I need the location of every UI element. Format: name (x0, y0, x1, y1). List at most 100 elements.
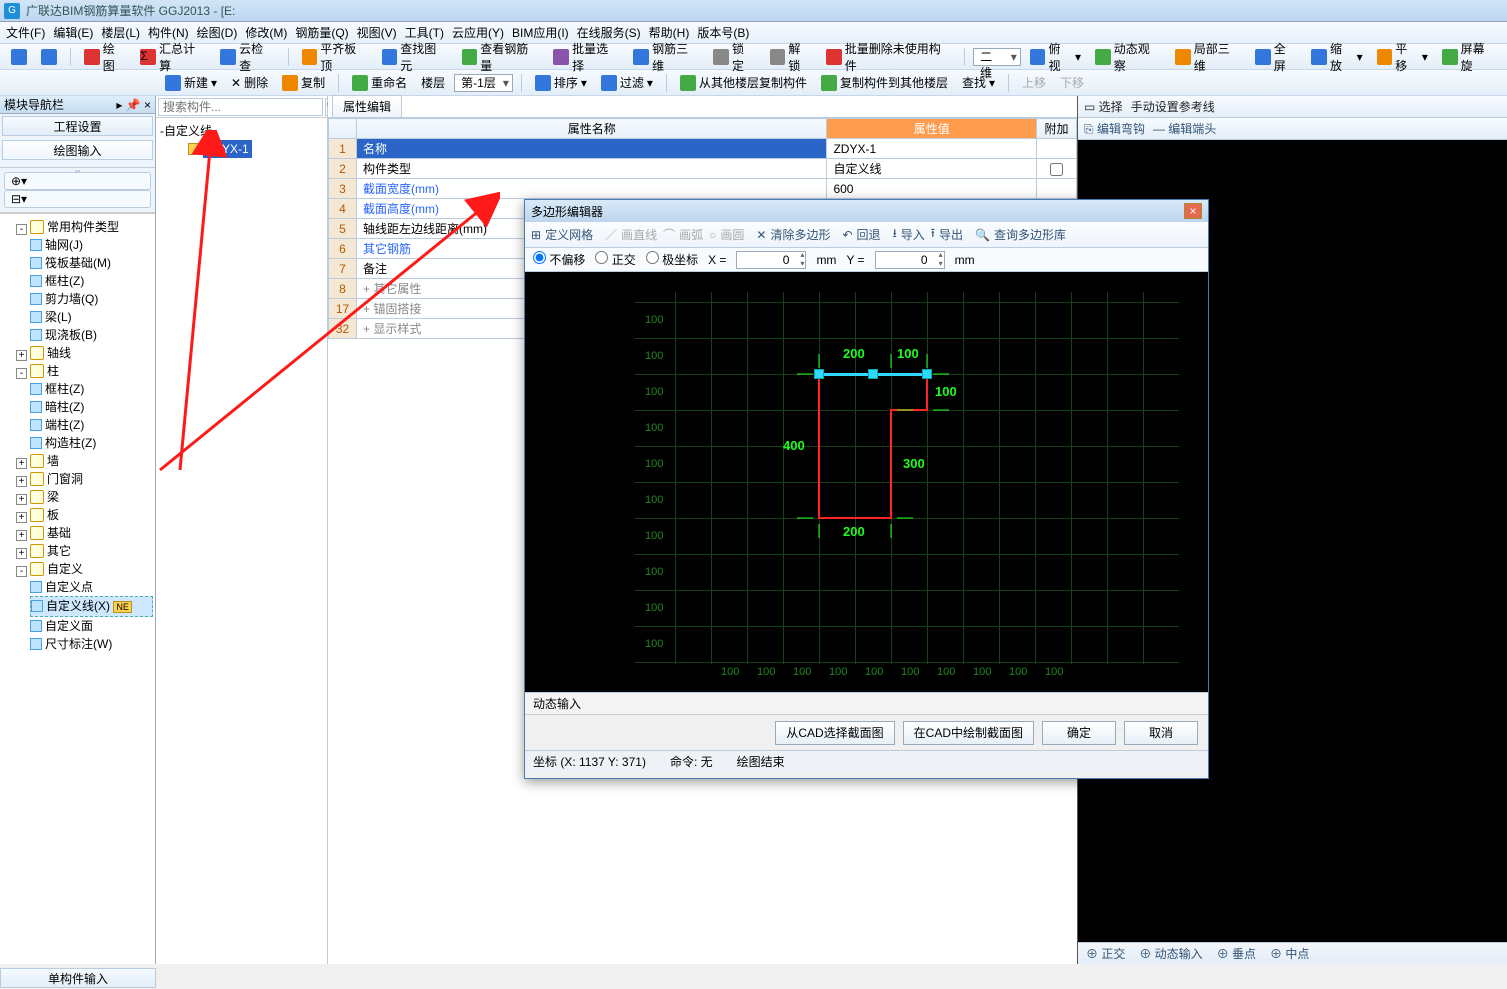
lock-button[interactable]: 锁定 (708, 38, 760, 76)
draw-button[interactable]: 绘图 (79, 38, 131, 76)
tree-item[interactable]: 自定义线(X) NE (30, 596, 153, 617)
property-row[interactable]: 1名称ZDYX-1 (329, 139, 1077, 159)
x-input[interactable] (736, 251, 806, 269)
manual-ref-button[interactable]: 手动设置参考线 (1131, 98, 1215, 115)
cancel-button[interactable]: 取消 (1124, 721, 1198, 745)
tree-wall[interactable]: 墙 (47, 454, 59, 468)
find-graphic-button[interactable]: 查找图元 (377, 38, 453, 76)
no-offset-radio[interactable]: 不偏移 (533, 251, 585, 268)
filter-button[interactable]: 过滤▾ (596, 72, 658, 93)
tree-common[interactable]: 常用构件类型 (47, 220, 119, 234)
dialog-canvas[interactable]: 1001001001001001001001001001001001001001… (525, 272, 1208, 692)
tree-item[interactable]: 筏板基础(M) (30, 254, 153, 272)
rename-button[interactable]: 重命名 (347, 72, 412, 93)
tree-other[interactable]: 其它 (47, 544, 71, 558)
tree-door[interactable]: 门窗洞 (47, 472, 83, 486)
new-button[interactable]: 新建▾ (160, 72, 222, 93)
move-down-button[interactable]: 下移 (1055, 72, 1089, 93)
status-item[interactable]: ⊕ 垂点 (1217, 945, 1256, 962)
sort-button[interactable]: 排序▾ (530, 72, 592, 93)
status-item[interactable]: ⊕ 中点 (1270, 945, 1309, 962)
rotate-button[interactable]: 屏幕旋 (1437, 38, 1501, 76)
tree-item[interactable]: 暗柱(Z) (30, 398, 153, 416)
export-button[interactable]: ⭱ 导出 (931, 224, 963, 245)
flat-slab-button[interactable]: 平齐板顶 (297, 38, 373, 76)
sum-button[interactable]: Σ汇总计算 (135, 38, 211, 76)
nav-tab-project[interactable]: 工程设置 (2, 116, 153, 136)
select-tool[interactable]: ▭ 选择 (1084, 98, 1123, 115)
nav-tree[interactable]: -常用构件类型 轴网(J)筏板基础(M)框柱(Z)剪力墙(Q)梁(L)现浇板(B… (0, 213, 155, 964)
rebar-3d-button[interactable]: 钢筋三维 (628, 38, 704, 76)
edit-end-button[interactable]: — 编辑端头 (1153, 120, 1216, 137)
tree-custom[interactable]: 自定义 (47, 562, 83, 576)
dialog-title-bar[interactable]: 多边形编辑器 × (525, 200, 1208, 222)
search-input[interactable] (158, 98, 323, 116)
local3d-button[interactable]: 局部三维 (1170, 38, 1246, 76)
zoom-button[interactable]: 缩放▾ (1306, 38, 1367, 76)
find-button[interactable]: 查找▾ (957, 72, 1000, 93)
ortho-radio[interactable]: 正交 (595, 251, 635, 268)
clear-polygon-button[interactable]: ✕ 清除多边形 (756, 226, 830, 243)
tree-beam[interactable]: 梁 (47, 490, 59, 504)
cloud-check-button[interactable]: 云检查 (215, 38, 279, 76)
delete-button[interactable]: ✕ 删除 (226, 72, 273, 93)
tree-item[interactable]: 框柱(Z) (30, 380, 153, 398)
bottom-tab-single[interactable]: 单构件输入 (0, 968, 156, 988)
tree-item[interactable]: 剪力墙(Q) (30, 290, 153, 308)
draw-arc-button[interactable]: ⌒ 画弧 (663, 226, 703, 243)
pin-icon[interactable]: ▸ 📌 × (116, 98, 151, 112)
delete-unused-button[interactable]: 批量删除未使用构件 (821, 38, 956, 76)
tree-expand-button[interactable]: ⊕▾ (4, 172, 151, 190)
comp-selected[interactable]: ZDYX-1 (203, 140, 252, 158)
draw-line-button[interactable]: ／ 画直线 (605, 226, 657, 243)
tree-axis[interactable]: 轴线 (47, 346, 71, 360)
component-tree[interactable]: -自定义线 ZDYX-1 (156, 118, 327, 964)
unlock-button[interactable]: 解锁 (765, 38, 817, 76)
pan-button[interactable]: 平移▾ (1372, 38, 1433, 76)
prop-tab[interactable]: 属性编辑 (332, 95, 402, 117)
tree-item[interactable]: 端柱(Z) (30, 416, 153, 434)
copy-button[interactable]: 复制 (277, 72, 330, 93)
tree-item[interactable]: 构造柱(Z) (30, 434, 153, 452)
tree-slab[interactable]: 板 (47, 508, 59, 522)
draw-circle-button[interactable]: ○ 画圆 (709, 226, 744, 243)
edit-hook-button[interactable]: ⎘ 编辑弯钩 (1084, 120, 1145, 137)
view-rebar-button[interactable]: 查看钢筋量 (457, 38, 545, 76)
tree-item[interactable]: 框柱(Z) (30, 272, 153, 290)
tree-item[interactable]: 轴网(J) (30, 236, 153, 254)
status-item[interactable]: ⊕ 动态输入 (1139, 945, 1202, 962)
define-grid-button[interactable]: ⊞ 定义网格 (531, 226, 593, 243)
tree-item[interactable]: 自定义点 (30, 578, 153, 596)
status-item[interactable]: ⊕ 正交 (1086, 945, 1125, 962)
in-cad-button[interactable]: 在CAD中绘制截面图 (903, 721, 1034, 745)
ok-button[interactable]: 确定 (1042, 721, 1116, 745)
undo-button[interactable]: ↶ 回退 (842, 226, 880, 243)
move-up-button[interactable]: 上移 (1017, 72, 1051, 93)
tree-item[interactable]: 现浇板(B) (30, 326, 153, 344)
tree-column[interactable]: 柱 (47, 364, 59, 378)
tree-item[interactable]: 梁(L) (30, 308, 153, 326)
view-mode-combo[interactable]: 二维 (973, 48, 1021, 66)
property-row[interactable]: 2构件类型自定义线 (329, 159, 1077, 179)
redo-button[interactable] (36, 47, 62, 67)
topview-button[interactable]: 俯视▾ (1025, 38, 1086, 76)
tree-item[interactable]: 尺寸标注(W) (30, 635, 153, 653)
copy-from-floor-button[interactable]: 从其他楼层复制构件 (675, 72, 812, 93)
close-icon[interactable]: × (1184, 203, 1202, 219)
query-lib-button[interactable]: 🔍 查询多边形库 (975, 226, 1066, 243)
tree-item[interactable]: 自定义面 (30, 617, 153, 635)
property-row[interactable]: 3截面宽度(mm)600 (329, 179, 1077, 199)
from-cad-button[interactable]: 从CAD选择截面图 (775, 721, 894, 745)
floor-combo[interactable]: 第-1层 (454, 74, 513, 92)
tree-collapse-button[interactable]: ⊟▾ (4, 190, 151, 208)
dynview-button[interactable]: 动态观察 (1090, 38, 1166, 76)
y-input[interactable] (875, 251, 945, 269)
nav-tab-draw[interactable]: 绘图输入 (2, 140, 153, 160)
menu-item[interactable]: 文件(F) (6, 24, 45, 41)
expand-icon[interactable]: - (16, 224, 27, 235)
undo-button[interactable] (6, 47, 32, 67)
import-button[interactable]: ⭳ 导入 (893, 224, 925, 245)
comp-root[interactable]: 自定义线 (164, 124, 212, 138)
tree-foundation[interactable]: 基础 (47, 526, 71, 540)
fullscreen-button[interactable]: 全屏 (1250, 38, 1302, 76)
